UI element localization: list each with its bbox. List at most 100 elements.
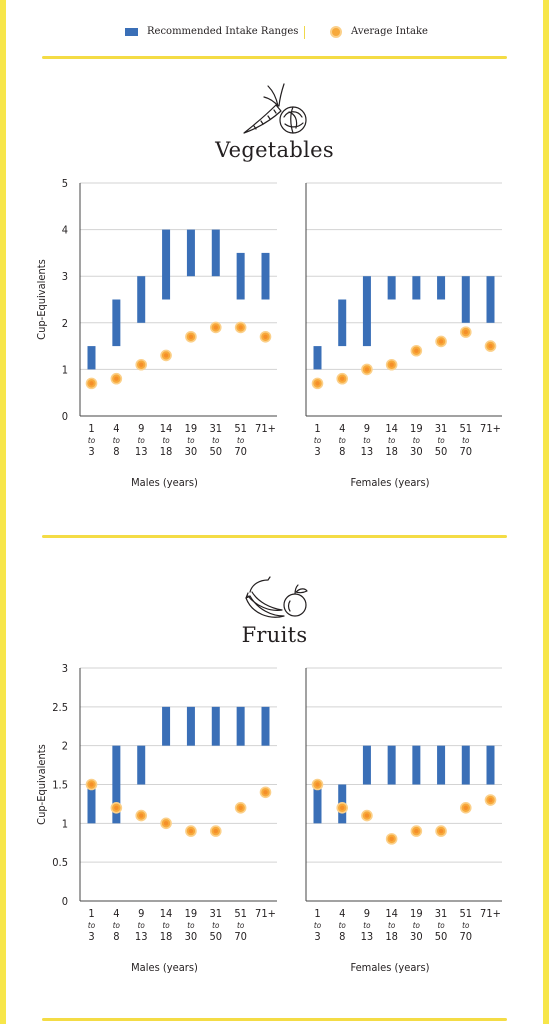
intake-dot-center — [364, 367, 370, 372]
range-bar — [112, 745, 121, 824]
x-tick-label: 51 — [459, 907, 472, 920]
x-tick-label-to: to — [88, 436, 96, 445]
x-tick-label-to: to — [187, 921, 195, 930]
range-bar — [87, 784, 96, 824]
x-tick-label-to: to — [162, 436, 170, 445]
x-tick-label-to: to — [462, 921, 470, 930]
x-tick-label: 3 — [314, 445, 320, 458]
x-tick-label: 1 — [314, 422, 320, 435]
intake-dot-center — [488, 343, 493, 349]
intake-dot-center — [114, 376, 119, 381]
x-axis-title: Females (years) — [351, 961, 430, 974]
range-bar — [236, 252, 245, 300]
x-tick-label-to: to — [363, 921, 371, 930]
range-bar — [261, 252, 270, 300]
intake-dot-center — [340, 805, 345, 810]
legend-divider — [304, 26, 305, 39]
legend: Recommended Intake Ranges Average Intake — [0, 24, 549, 42]
intake-dot-center — [139, 362, 144, 367]
x-tick-label: 30 — [410, 445, 423, 458]
x-tick-label: 14 — [385, 907, 398, 920]
intake-dot-center — [389, 836, 394, 842]
y-tick-label: 4 — [62, 224, 68, 237]
intake-dot-center — [114, 805, 119, 810]
x-tick-label-to: to — [237, 436, 245, 445]
x-tick-label: 18 — [160, 445, 173, 458]
x-axis-title: Females (years) — [351, 476, 430, 489]
y-axis-title: Cup-Equivalents — [35, 259, 48, 340]
x-tick-label: 19 — [410, 422, 423, 435]
x-tick-label-to: to — [138, 436, 146, 445]
y-tick-label: 0.5 — [52, 856, 68, 869]
x-tick-label: 51 — [234, 422, 247, 435]
legend-intake-swatch — [330, 25, 342, 38]
x-tick-label: 3 — [314, 930, 320, 943]
chart-panel-females: 1to34to89to1314to1819to3031to5051to7071+… — [305, 667, 502, 974]
range-bar — [87, 346, 96, 370]
x-tick-label: 50 — [209, 445, 222, 458]
divider-middle — [42, 535, 507, 538]
intake-dot-center — [463, 329, 468, 335]
intake-dot-center — [213, 325, 218, 330]
x-tick-label: 14 — [160, 422, 173, 435]
x-tick-label: 71+ — [255, 907, 276, 920]
intake-dot-center — [438, 828, 444, 834]
x-tick-label: 50 — [209, 930, 222, 943]
legend-range-swatch — [125, 27, 138, 36]
x-tick-label: 31 — [209, 907, 222, 920]
intake-dot-center — [139, 813, 144, 818]
x-tick-label: 1 — [88, 907, 94, 920]
x-tick-label: 4 — [113, 422, 119, 435]
x-tick-label: 51 — [234, 907, 247, 920]
x-tick-label: 8 — [113, 445, 119, 458]
x-tick-label-to: to — [212, 436, 220, 445]
x-tick-label-to: to — [314, 921, 322, 930]
x-tick-label-to: to — [88, 921, 96, 930]
x-tick-label: 71+ — [255, 422, 276, 435]
intake-dot-center — [263, 334, 268, 339]
fruits-chart: 00.511.522.53Cup-Equivalents1to34to89to1… — [35, 662, 502, 974]
x-tick-label: 30 — [185, 445, 198, 458]
range-bar — [437, 276, 446, 300]
range-bar — [261, 706, 270, 746]
x-tick-label-to: to — [212, 921, 220, 930]
x-tick-label: 9 — [138, 907, 144, 920]
intake-dot-center — [89, 381, 94, 386]
divider-top — [42, 56, 507, 59]
range-bar — [461, 276, 470, 323]
vegetables-chart: 012345Cup-Equivalents1to34to89to1314to18… — [35, 177, 502, 489]
x-tick-label: 19 — [185, 422, 198, 435]
chart-panel-females: 1to34to89to1314to1819to3031to5051to7071+… — [305, 182, 502, 489]
x-tick-label: 4 — [113, 907, 119, 920]
x-tick-label: 9 — [138, 422, 144, 435]
intake-dot-center — [463, 805, 468, 810]
x-tick-label: 1 — [88, 422, 94, 435]
range-bar — [412, 276, 421, 300]
x-tick-label: 13 — [361, 930, 374, 943]
x-tick-label: 13 — [135, 930, 148, 943]
x-tick-label: 1 — [314, 907, 320, 920]
range-bar — [362, 276, 371, 347]
y-tick-label: 2 — [62, 317, 68, 330]
x-tick-label-to: to — [113, 436, 121, 445]
x-tick-label-to: to — [138, 921, 146, 930]
x-tick-label: 50 — [435, 930, 448, 943]
x-tick-label-to: to — [437, 921, 445, 930]
y-tick-label: 1 — [62, 817, 68, 830]
y-tick-label: 0 — [62, 895, 68, 908]
x-tick-label: 14 — [160, 907, 173, 920]
range-bar — [437, 745, 446, 785]
intake-dot-center — [163, 821, 169, 826]
x-tick-label: 31 — [209, 422, 222, 435]
intake-dot-center — [238, 325, 243, 330]
x-tick-label: 3 — [88, 445, 94, 458]
range-bar — [486, 745, 495, 785]
x-tick-label: 51 — [459, 422, 472, 435]
intake-dot-center — [414, 348, 419, 353]
range-bar — [461, 745, 470, 785]
x-tick-label: 30 — [185, 930, 198, 943]
x-tick-label: 70 — [234, 445, 247, 458]
x-tick-label: 70 — [459, 930, 472, 943]
legend-item-range: Recommended Intake Ranges — [125, 24, 298, 40]
x-tick-label: 14 — [385, 422, 398, 435]
